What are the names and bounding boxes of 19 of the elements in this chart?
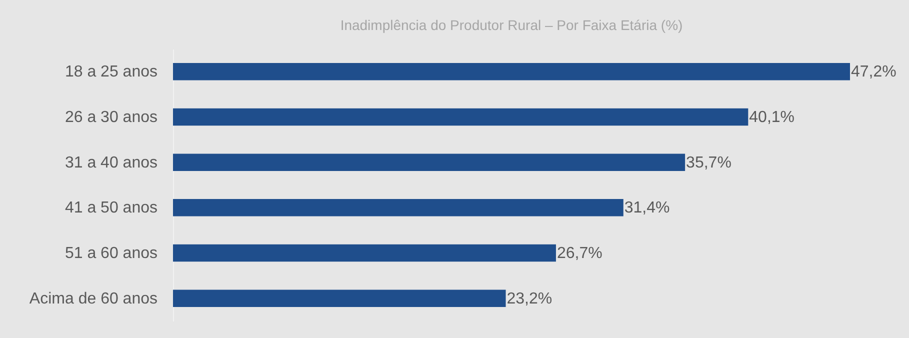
bar (173, 108, 748, 126)
y-tick-label: 41 a 50 anos (64, 200, 158, 217)
bar (173, 244, 556, 262)
y-tick-label: 31 a 40 anos (64, 154, 158, 172)
data-label: 40,1% (749, 109, 795, 126)
data-label: 35,7% (686, 154, 732, 172)
y-tick-label: Acima de 60 anos (29, 290, 158, 308)
bar (173, 154, 686, 171)
chart-title: Inadimplência do Produtor Rural – Por Faixa Etária (%) (340, 17, 683, 33)
bar (173, 63, 850, 80)
y-tick-label: 18 a 25 anos (64, 64, 158, 81)
y-tick-label: 51 a 60 anos (64, 245, 158, 262)
data-label: 23,2% (506, 290, 552, 308)
y-tick-label: 26 a 30 anos (64, 109, 158, 126)
data-label: 47,2% (851, 64, 896, 81)
data-label: 31,4% (624, 200, 670, 217)
bar (173, 290, 506, 307)
data-label: 26,7% (556, 245, 602, 262)
bar (173, 199, 624, 216)
